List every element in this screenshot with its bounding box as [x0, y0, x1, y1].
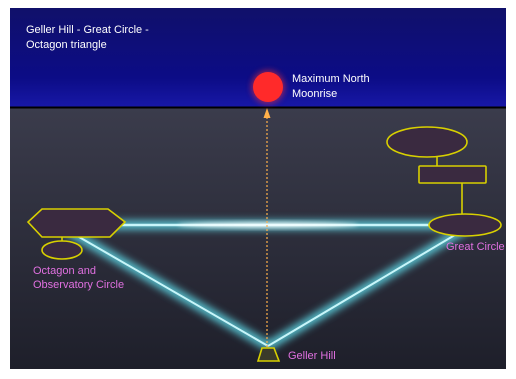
moon-icon: [253, 72, 283, 102]
moonrise-label: Maximum North Moonrise: [292, 73, 373, 100]
great-circle-earthwork-icon: [386, 126, 502, 237]
rectangle-enclosure-shape: [418, 165, 487, 184]
diagram-title: Geller Hill - Great Circle - Octagon tri…: [26, 24, 152, 51]
octagon-earthwork-icon: [26, 208, 127, 260]
great-circle-geller-hill-line: [267, 225, 471, 347]
moonrise-sightline: [263, 108, 271, 350]
octagon-shape: [26, 208, 127, 238]
geller-hill-icon: [256, 347, 281, 362]
upper-circle-shape: [386, 126, 468, 158]
great-circle-label: Great Circle: [446, 241, 505, 253]
octagon-label: Octagon and Observatory Circle: [33, 265, 124, 291]
great-circle-shape: [428, 213, 502, 237]
moonrise-label-line-1: Maximum North: [292, 73, 370, 85]
observatory-circle-shape: [41, 240, 83, 260]
octagon-label-line-2: Observatory Circle: [33, 279, 124, 291]
arrow-head-icon: [263, 108, 271, 118]
octagon-geller-hill-line: [59, 225, 269, 347]
octagon-label-line-1: Octagon and: [33, 265, 96, 277]
geller-hill-label: Geller Hill: [288, 350, 336, 362]
title-line-1: Geller Hill - Great Circle -: [26, 24, 149, 36]
moonrise-label-line-2: Moonrise: [292, 88, 337, 100]
title-line-2: Octagon triangle: [26, 39, 107, 51]
